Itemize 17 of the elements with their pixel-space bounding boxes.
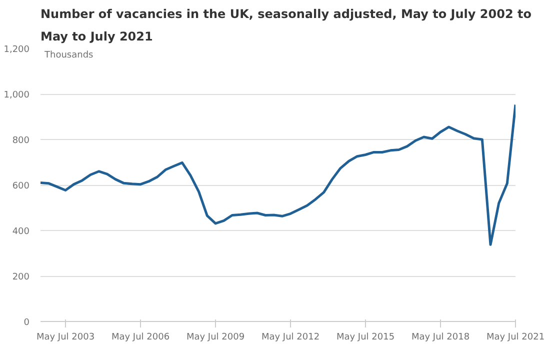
y-tick-label: 1,200 <box>4 45 30 55</box>
x-tick-label: May Jul 2018 <box>411 332 470 342</box>
y-tick-label: 1,000 <box>4 90 30 100</box>
chart-title: Number of vacancies in the UK, seasonally adjusted, May to July 2002 to May to July 2021 <box>40 7 532 44</box>
x-tick-label: May Jul 2009 <box>186 332 245 342</box>
y-tick-label: 600 <box>12 182 30 192</box>
x-tick-label: May Jul 2021 <box>486 332 545 342</box>
y-tick-label: 200 <box>12 272 30 282</box>
x-tick-label: May Jul 2003 <box>36 332 95 342</box>
x-tick-label: May Jul 2006 <box>111 332 170 342</box>
y-axis-title: Thousands <box>44 50 94 60</box>
y-tick-label: 800 <box>12 136 30 146</box>
x-tick-label: May Jul 2015 <box>336 332 395 342</box>
y-tick-label: 400 <box>12 227 30 237</box>
line-series <box>40 103 516 246</box>
x-tick-label: May Jul 2012 <box>261 332 320 342</box>
y-tick-label: 0 <box>24 318 30 328</box>
